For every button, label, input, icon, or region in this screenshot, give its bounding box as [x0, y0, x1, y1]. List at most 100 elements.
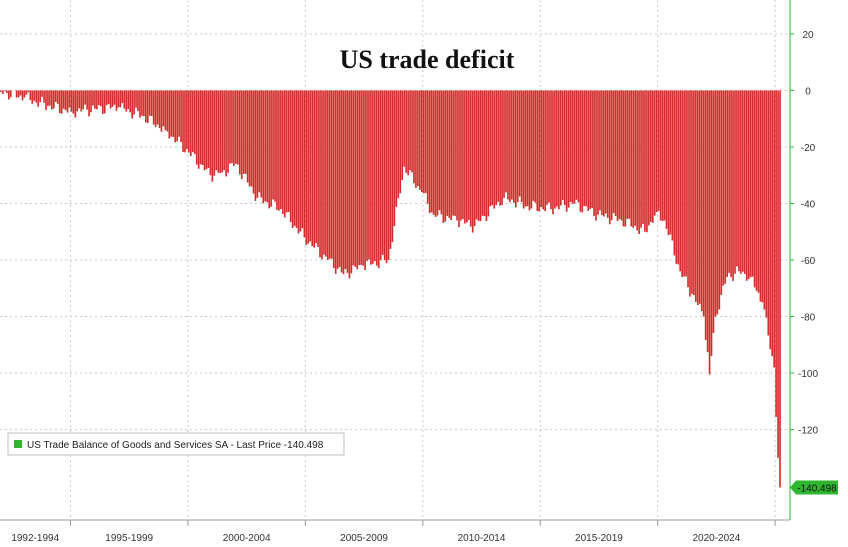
bar — [317, 90, 319, 247]
bar — [84, 90, 86, 105]
bar — [303, 90, 306, 238]
bar — [495, 90, 498, 206]
bar — [154, 90, 157, 128]
bar — [315, 90, 317, 244]
bar — [49, 90, 51, 106]
bar — [526, 90, 529, 207]
bar — [765, 90, 768, 318]
bar — [213, 90, 216, 176]
bar — [438, 90, 441, 211]
bar — [440, 90, 443, 215]
bar — [738, 90, 740, 272]
bar — [603, 90, 605, 217]
bar — [648, 90, 650, 226]
bar — [477, 90, 480, 221]
bar — [321, 90, 323, 260]
bar — [133, 90, 135, 115]
bar — [105, 90, 108, 106]
bar — [51, 90, 53, 110]
bar — [695, 90, 697, 302]
bar — [730, 90, 732, 278]
bar — [332, 90, 335, 269]
bar — [497, 90, 499, 202]
bar — [587, 90, 590, 211]
bar — [403, 90, 406, 167]
bar — [7, 90, 10, 100]
bar — [681, 90, 683, 278]
bar — [636, 90, 638, 231]
bar — [538, 90, 541, 212]
bar — [624, 90, 627, 227]
bar — [583, 90, 586, 206]
bar — [599, 90, 601, 211]
y-tick-label: -120 — [798, 426, 818, 437]
bar — [757, 90, 760, 293]
bar — [94, 90, 96, 109]
bar — [520, 90, 523, 203]
bar — [763, 90, 766, 310]
bar — [43, 90, 45, 103]
bar — [773, 90, 775, 368]
bar — [753, 90, 756, 288]
bar — [755, 90, 758, 291]
bar — [162, 90, 165, 127]
bar — [542, 90, 544, 210]
bar — [139, 90, 141, 118]
bar — [201, 90, 204, 166]
bar — [769, 90, 772, 350]
bar — [462, 90, 464, 220]
bar — [211, 90, 214, 182]
bar — [215, 90, 218, 171]
bar — [58, 90, 61, 114]
bar — [305, 90, 308, 245]
bar — [21, 90, 24, 101]
bar — [777, 90, 779, 458]
bar — [456, 90, 458, 221]
bar — [0, 90, 2, 92]
last-value-tag: -140.498 — [790, 480, 838, 495]
bar — [745, 90, 748, 281]
bar — [231, 90, 233, 164]
bar — [29, 90, 32, 101]
bar — [581, 90, 584, 213]
bar — [23, 90, 26, 98]
bar — [289, 90, 292, 222]
bar — [156, 90, 159, 125]
bar — [360, 90, 362, 265]
bar — [240, 90, 243, 180]
bar — [552, 90, 554, 215]
bar — [74, 90, 77, 118]
bar — [80, 90, 83, 112]
bar — [657, 90, 660, 211]
bar — [630, 90, 633, 227]
bar — [442, 90, 445, 223]
bar — [319, 90, 321, 258]
bar — [475, 90, 478, 220]
bar — [33, 90, 36, 101]
bar — [76, 90, 79, 112]
bar — [111, 90, 114, 107]
bar — [393, 90, 396, 226]
bar — [579, 90, 582, 212]
bar — [469, 90, 472, 227]
bar — [585, 90, 588, 207]
bar — [573, 90, 576, 204]
bar — [522, 90, 525, 209]
bar — [287, 90, 290, 213]
bar — [642, 90, 644, 224]
x-tick-label: 1992-1994 — [11, 533, 59, 544]
bar — [567, 90, 570, 208]
bar — [127, 90, 130, 110]
bar — [109, 90, 112, 109]
bar — [655, 90, 658, 212]
bar — [203, 90, 206, 171]
bar — [417, 90, 419, 187]
bar — [178, 90, 180, 137]
bar — [160, 90, 163, 132]
bar — [237, 90, 239, 165]
bar — [597, 90, 599, 215]
bar — [505, 90, 507, 193]
bar — [264, 90, 267, 202]
bar — [45, 90, 47, 110]
bar — [563, 90, 566, 206]
